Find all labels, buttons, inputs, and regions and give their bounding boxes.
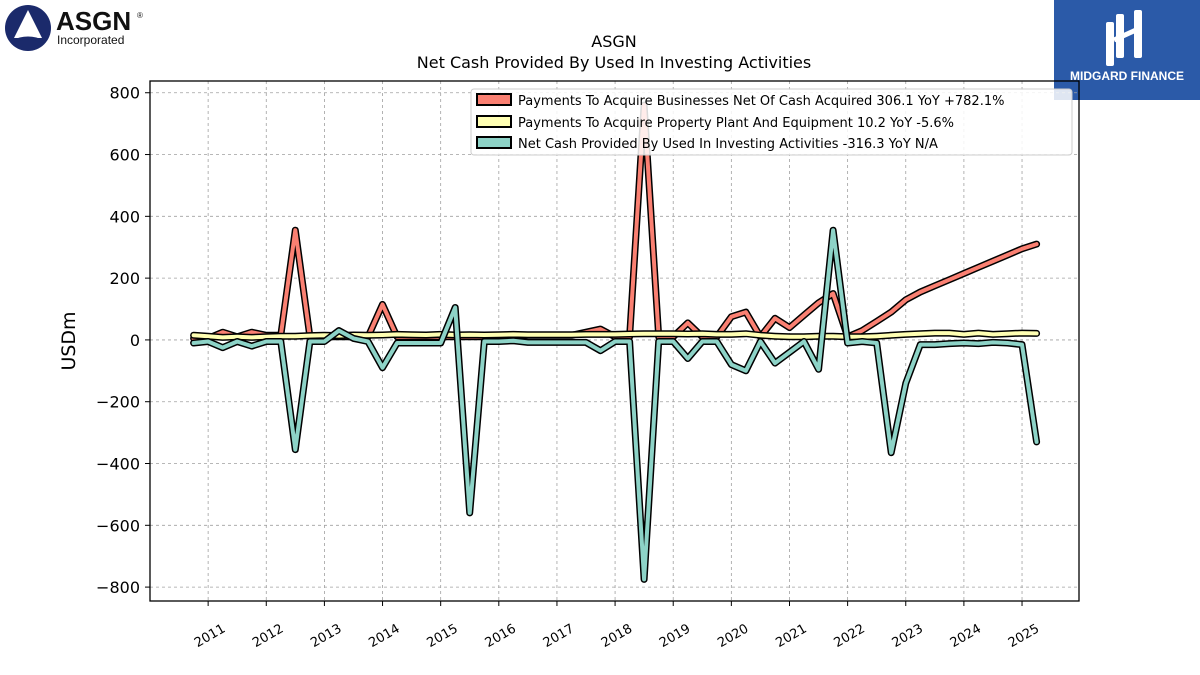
legend-swatch-businesses	[476, 93, 512, 106]
series-layer	[190, 101, 1041, 583]
x-tick-label: 2018	[599, 621, 635, 651]
legend-box	[470, 88, 1073, 156]
legend-label-businesses: Payments To Acquire Businesses Net Of Ca…	[518, 94, 1004, 109]
midgard-logo-cross	[1112, 27, 1138, 43]
y-tick-label: −400	[96, 455, 140, 474]
x-tick-label: 2015	[425, 621, 461, 651]
y-axis-label: USDm	[58, 311, 80, 370]
chart-title: ASGN	[591, 32, 636, 51]
series-ppe	[190, 329, 1041, 341]
x-tick-label: 2025	[1006, 621, 1042, 651]
y-tick-label: 0	[130, 331, 140, 350]
series-net-investing	[190, 226, 1041, 583]
legend-label-net-investing: Net Cash Provided By Used In Investing A…	[518, 137, 938, 152]
x-tick-label: 2023	[890, 621, 926, 651]
y-tick-label: 200	[109, 269, 140, 288]
y-axis: 800 600 400 200 0 −200 −400 −600 −800	[96, 84, 150, 597]
x-tick-label: 2021	[773, 621, 809, 651]
y-tick-label: 800	[109, 84, 140, 103]
y-tick-label: 400	[109, 207, 140, 226]
legend-swatch-net-investing	[476, 136, 512, 149]
midgard-finance-logo: MIDGARD FINANCE	[1054, 0, 1200, 100]
midgard-logo-name: MIDGARD FINANCE	[1070, 69, 1184, 83]
asgn-logo-triangle	[14, 10, 42, 38]
x-tick-label: 2011	[192, 621, 228, 651]
plot-frame	[149, 80, 1080, 602]
asgn-logo-reg: ®	[137, 11, 143, 20]
asgn-logo-name: ASGN	[56, 6, 131, 36]
x-tick-label: 2013	[308, 621, 344, 651]
x-tick-label: 2017	[541, 621, 577, 651]
y-tick-label: 600	[109, 146, 140, 165]
y-tick-label: −600	[96, 516, 140, 535]
asgn-logo-swoosh	[11, 36, 45, 44]
y-tick-label: −800	[96, 578, 140, 597]
x-tick-label: 2020	[715, 621, 751, 651]
legend-label-ppe: Payments To Acquire Property Plant And E…	[518, 116, 954, 131]
asgn-logo-subtitle: Incorporated	[57, 33, 124, 47]
legend: Payments To Acquire Businesses Net Of Ca…	[470, 88, 1073, 156]
x-tick-label: 2022	[831, 621, 867, 651]
midgard-logo-bar-left	[1106, 22, 1114, 66]
y-tick-label: −200	[96, 393, 140, 412]
legend-swatch-ppe	[476, 115, 512, 128]
asgn-logo: ASGN ® Incorporated	[4, 4, 154, 56]
midgard-logo-mark: MIDGARD FINANCE	[1070, 10, 1184, 83]
asgn-logo-mark: ASGN ® Incorporated	[5, 5, 143, 51]
x-tick-label: 2014	[366, 621, 402, 651]
midgard-logo-bar-right	[1134, 10, 1142, 58]
x-tick-label: 2012	[250, 621, 286, 651]
chart-subtitle: Net Cash Provided By Used In Investing A…	[417, 53, 811, 72]
x-axis: 2011 2012 2013 2014 2015 2016 2017 2018 2019 2020…	[192, 601, 1042, 651]
series-net-investing-line	[191, 228, 1039, 582]
x-tick-label: 2019	[657, 621, 693, 651]
x-tick-label: 2024	[948, 621, 984, 651]
x-tick-label: 2016	[483, 621, 519, 651]
